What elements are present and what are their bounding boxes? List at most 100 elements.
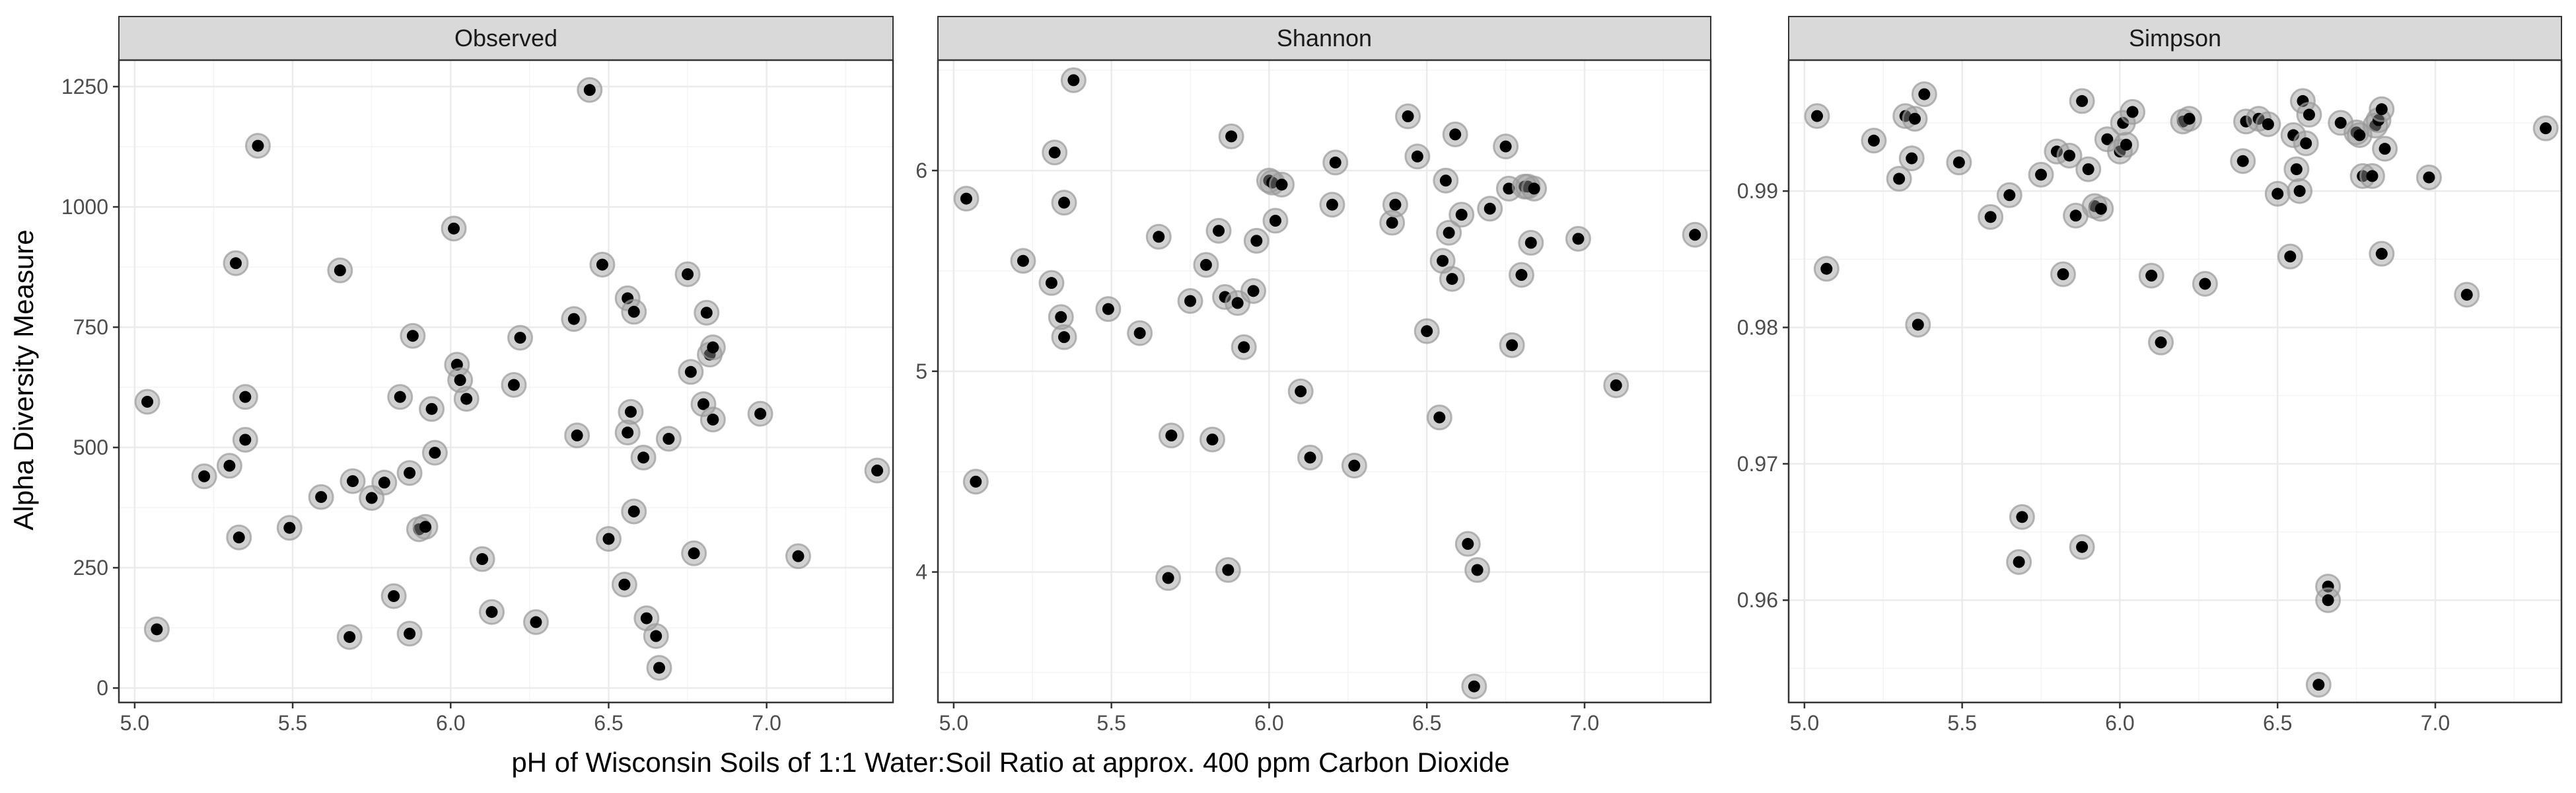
data-point bbox=[1247, 285, 1260, 297]
data-point bbox=[1048, 146, 1061, 159]
data-point bbox=[688, 547, 700, 560]
data-point bbox=[476, 553, 489, 566]
facet-strip bbox=[937, 16, 1711, 61]
panel-border bbox=[118, 59, 894, 704]
data-point bbox=[1102, 303, 1114, 315]
data-point bbox=[2375, 248, 2388, 260]
panel-background bbox=[1789, 60, 2561, 702]
data-point bbox=[1528, 182, 1540, 195]
facet-panel-observed: Observed 5.0 5.5 6.0 6.5 7.0 0 250 500 750 1000 125… bbox=[61, 16, 894, 735]
data-point bbox=[596, 258, 608, 271]
data-point bbox=[1045, 277, 1057, 289]
data-point bbox=[2236, 155, 2249, 167]
data-point bbox=[2094, 202, 2107, 215]
data-point bbox=[151, 623, 163, 636]
data-point bbox=[315, 491, 328, 504]
data-point bbox=[2076, 541, 2089, 553]
data-point bbox=[707, 413, 719, 426]
data-point bbox=[2013, 556, 2025, 568]
data-point bbox=[252, 139, 264, 152]
panel-border bbox=[1787, 59, 2563, 704]
data-point bbox=[2353, 129, 2366, 141]
data-point bbox=[1058, 331, 1071, 344]
data-point bbox=[2069, 209, 2082, 222]
data-point bbox=[1165, 430, 1178, 442]
data-point bbox=[1484, 202, 1496, 215]
x-tick-label: 6.5 bbox=[2263, 711, 2292, 735]
data-point bbox=[460, 393, 473, 405]
y-tick-label: 4 bbox=[915, 560, 927, 584]
facet-panels: Observed 5.0 5.5 6.0 6.5 7.0 0 250 500 750 1000 125… bbox=[61, 16, 2563, 735]
data-point bbox=[682, 268, 694, 280]
data-point bbox=[640, 612, 653, 624]
data-point bbox=[388, 590, 400, 603]
data-point bbox=[530, 616, 542, 628]
data-point bbox=[1820, 262, 1833, 275]
facet-strip bbox=[1788, 16, 2562, 61]
data-point bbox=[2303, 108, 2315, 121]
data-point bbox=[697, 398, 709, 410]
data-point bbox=[1213, 225, 1225, 237]
data-point bbox=[650, 630, 662, 642]
data-point bbox=[1238, 341, 1250, 354]
data-point bbox=[1462, 538, 1474, 550]
data-point bbox=[1206, 434, 1219, 446]
data-point bbox=[1572, 233, 1585, 245]
data-point bbox=[662, 433, 675, 445]
x-tick-label: 5.5 bbox=[278, 711, 307, 735]
data-point bbox=[2322, 594, 2334, 607]
data-point bbox=[1433, 411, 1446, 424]
data-point bbox=[229, 257, 242, 270]
data-point bbox=[754, 408, 767, 420]
data-point bbox=[1867, 134, 1880, 147]
x-tick-label: 6.5 bbox=[594, 711, 623, 735]
x-tick-label: 7.0 bbox=[752, 711, 781, 735]
data-point bbox=[1499, 140, 1512, 153]
data-point bbox=[223, 459, 236, 472]
data-point bbox=[571, 429, 583, 441]
x-tick-label: 7.0 bbox=[1570, 711, 1599, 735]
data-point bbox=[1421, 325, 1433, 338]
y-tick-label: 500 bbox=[73, 435, 108, 459]
data-point bbox=[419, 521, 432, 533]
data-point bbox=[454, 374, 466, 387]
data-point bbox=[1269, 215, 1281, 227]
y-tick-label: 250 bbox=[73, 556, 108, 580]
y-tick-label: 0.98 bbox=[1737, 315, 1778, 339]
y-axis-title: Alpha Diversity Measure bbox=[8, 229, 39, 530]
data-point bbox=[637, 451, 650, 464]
data-point bbox=[1439, 174, 1452, 187]
data-point bbox=[365, 492, 378, 504]
y-tick-label: 5 bbox=[915, 359, 927, 383]
data-point bbox=[2540, 122, 2552, 135]
data-point bbox=[1017, 254, 1029, 267]
data-point bbox=[1199, 258, 1212, 271]
data-point bbox=[2076, 94, 2089, 107]
data-point bbox=[1250, 235, 1263, 247]
y-tick-label: 1000 bbox=[61, 195, 108, 219]
data-point bbox=[378, 476, 390, 489]
y-tick-label: 0.97 bbox=[1737, 452, 1778, 476]
facet-strip-label: Shannon bbox=[1277, 24, 1372, 52]
data-point bbox=[1153, 231, 1165, 243]
data-point bbox=[2284, 250, 2297, 263]
x-tick-label: 5.0 bbox=[120, 711, 149, 735]
data-point bbox=[2293, 185, 2306, 198]
data-point bbox=[700, 307, 713, 319]
data-point bbox=[1515, 269, 1528, 282]
data-point bbox=[1443, 227, 1455, 239]
data-point bbox=[2155, 336, 2167, 349]
data-point bbox=[1437, 254, 1449, 267]
x-tick-label: 6.5 bbox=[1412, 711, 1441, 735]
data-point bbox=[404, 627, 416, 640]
data-point bbox=[2003, 189, 2016, 202]
data-point bbox=[1912, 319, 1924, 331]
data-point bbox=[1449, 128, 1462, 141]
data-point bbox=[429, 447, 441, 459]
panel-background bbox=[119, 60, 893, 702]
data-point bbox=[2262, 118, 2274, 130]
data-point bbox=[653, 661, 666, 674]
facet-strip-label: Simpson bbox=[2129, 24, 2221, 52]
y-tick-label: 750 bbox=[73, 315, 108, 339]
